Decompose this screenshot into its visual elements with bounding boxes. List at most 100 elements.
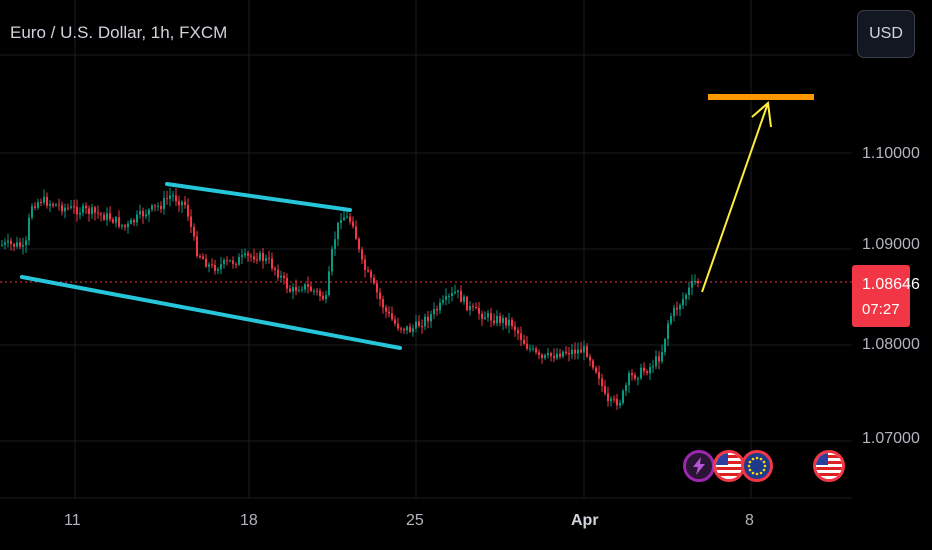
candle-body bbox=[124, 225, 126, 228]
candle-body bbox=[202, 256, 204, 259]
candle-body bbox=[601, 378, 603, 386]
candle-body bbox=[697, 281, 699, 284]
candle-body bbox=[52, 204, 54, 206]
candle-body bbox=[262, 253, 264, 262]
candle-body bbox=[205, 258, 207, 267]
lightning-icon[interactable] bbox=[683, 450, 715, 482]
candle-body bbox=[448, 295, 450, 297]
candle-body bbox=[232, 260, 234, 264]
candle-body bbox=[649, 367, 651, 374]
candle-body bbox=[127, 223, 129, 228]
candle-body bbox=[478, 307, 480, 314]
candle-body bbox=[37, 201, 39, 208]
candle-body bbox=[481, 313, 483, 319]
candle-body bbox=[130, 220, 132, 224]
candle-body bbox=[244, 253, 246, 256]
candle-body bbox=[253, 256, 255, 260]
current-price-tag: 1.08646 07:27 bbox=[852, 265, 920, 327]
candle-body bbox=[427, 316, 429, 322]
candle-body bbox=[487, 313, 489, 318]
candle-body bbox=[115, 217, 117, 223]
candle-body bbox=[469, 306, 471, 311]
candle-body bbox=[613, 398, 615, 400]
candle-body bbox=[439, 302, 441, 311]
candle-body bbox=[586, 346, 588, 357]
candle-body bbox=[214, 265, 216, 271]
candle-body bbox=[136, 214, 138, 223]
eu-flag-icon[interactable] bbox=[741, 450, 773, 482]
candle-body bbox=[304, 284, 306, 290]
candle-body bbox=[574, 349, 576, 354]
candle-body bbox=[592, 360, 594, 368]
candle-body bbox=[496, 315, 498, 324]
candle-body bbox=[412, 328, 414, 332]
candle-body bbox=[229, 260, 231, 262]
candle-body bbox=[256, 259, 258, 261]
candle-body bbox=[358, 238, 360, 250]
candle-body bbox=[676, 307, 678, 310]
candle-body bbox=[490, 313, 492, 321]
time-axis-label: 8 bbox=[745, 512, 754, 529]
candle-body bbox=[544, 355, 546, 358]
candle-body bbox=[466, 296, 468, 311]
candle-body bbox=[88, 208, 90, 215]
candle-body bbox=[526, 343, 528, 349]
candle-body bbox=[463, 296, 465, 302]
candle-body bbox=[580, 349, 582, 353]
candle-body bbox=[313, 290, 315, 292]
currency-button[interactable]: USD bbox=[857, 10, 915, 58]
candle-body bbox=[451, 293, 453, 296]
candle-body bbox=[625, 385, 627, 391]
candle-body bbox=[529, 348, 531, 350]
time-axis-label: Apr bbox=[571, 512, 599, 529]
candle-body bbox=[643, 367, 645, 372]
candle-body bbox=[484, 317, 486, 319]
candle-body bbox=[571, 349, 573, 355]
candle-body bbox=[310, 286, 312, 291]
candle-body bbox=[505, 317, 507, 326]
candle-body bbox=[259, 253, 261, 260]
chart-title: Euro / U.S. Dollar, 1h, FXCM bbox=[10, 23, 228, 42]
us-flag-icon[interactable] bbox=[813, 450, 845, 482]
candle-body bbox=[118, 217, 120, 227]
candle-body bbox=[397, 323, 399, 329]
candle-body bbox=[367, 269, 369, 272]
candle-body bbox=[547, 353, 549, 356]
candle-body bbox=[13, 244, 15, 247]
candle-body bbox=[151, 205, 153, 210]
candle-body bbox=[508, 319, 510, 326]
candle-body bbox=[502, 317, 504, 323]
time-axis-label: 25 bbox=[406, 512, 424, 529]
candle-body bbox=[247, 253, 249, 256]
candle-body bbox=[604, 385, 606, 394]
candle-body bbox=[685, 294, 687, 299]
candle-body bbox=[220, 264, 222, 270]
candle-body bbox=[457, 290, 459, 292]
candle-body bbox=[664, 339, 666, 353]
projection-arrow-head bbox=[751, 101, 772, 128]
candle-body bbox=[331, 248, 333, 272]
candle-body bbox=[283, 275, 285, 278]
candle-body bbox=[193, 226, 195, 237]
candle-body bbox=[517, 330, 519, 334]
candle-body bbox=[19, 242, 21, 247]
candle-body bbox=[391, 313, 393, 320]
candle-body bbox=[415, 321, 417, 329]
candle-body bbox=[40, 201, 42, 203]
candle-body bbox=[553, 356, 555, 359]
candle-body bbox=[691, 281, 693, 288]
candle-body bbox=[538, 352, 540, 355]
candle-body bbox=[637, 378, 639, 380]
candle-body bbox=[271, 258, 273, 269]
channel-lower-line bbox=[20, 275, 402, 350]
candle-body bbox=[76, 206, 78, 215]
candle-body bbox=[286, 277, 288, 289]
candle-body bbox=[658, 356, 660, 362]
candle-body bbox=[400, 328, 402, 330]
candle-body bbox=[325, 295, 327, 300]
candle-body bbox=[673, 307, 675, 317]
candle-body bbox=[616, 398, 618, 406]
candle-body bbox=[73, 206, 75, 208]
current-price-value: 1.08646 bbox=[862, 276, 920, 293]
